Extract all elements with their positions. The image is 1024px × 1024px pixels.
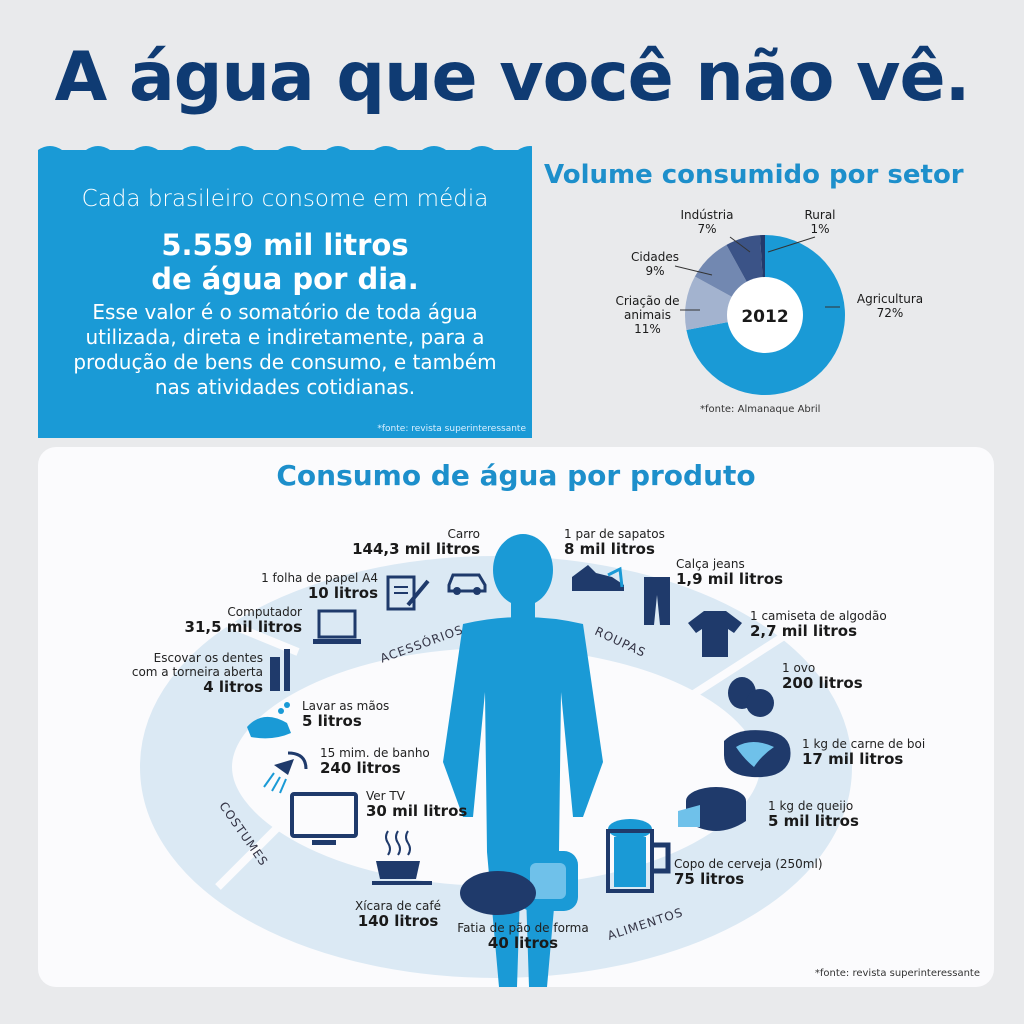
product-sapatos: 1 par de sapatos 8 mil litros [564, 527, 704, 558]
products-title: Consumo de água por produto [276, 459, 756, 492]
product-name: Ver TV [366, 789, 405, 803]
product-value: 1,9 mil litros [676, 570, 784, 588]
product-banho: 15 mim. de banho 240 litros [320, 746, 450, 777]
slice-label-rural: Rural 1% [790, 208, 850, 236]
product-cerveja: Copo de cerveja (250ml) 75 litros [674, 857, 864, 888]
product-tv: Ver TV 30 mil litros [366, 789, 486, 820]
cheese-icon [678, 787, 746, 831]
sector-title: Volume consumido por setor [544, 160, 964, 190]
person-silhouette-icon [443, 534, 603, 987]
slice-name: Rural [804, 208, 836, 222]
laptop-icon [313, 609, 361, 644]
slice-name: Cidades [631, 250, 679, 264]
slice-label-cidades: Cidades 9% [620, 250, 690, 278]
product-camiseta: 1 camiseta de algodão 2,7 mil litros [750, 609, 920, 640]
product-value: 5 mil litros [768, 812, 859, 830]
tshirt-icon [688, 611, 742, 657]
washing-hands-icon [247, 702, 291, 739]
intro-highlight-line2: de água por dia. [151, 262, 419, 296]
product-pao: Fatia de pão de forma 40 litros [448, 921, 598, 952]
product-name: Fatia de pão de forma [457, 921, 589, 935]
product-name: Carro [447, 527, 480, 541]
intro-box: Cada brasileiro consome em média 5.559 m… [38, 146, 532, 438]
donut-hole [727, 277, 803, 353]
product-name: 1 kg de carne de boi [802, 737, 926, 751]
sector-donut-chart: 2012 [685, 235, 845, 395]
slice-name: Agricultura [856, 292, 924, 306]
product-value: 17 mil litros [802, 750, 904, 768]
product-carro: Carro 144,3 mil litros [338, 527, 480, 558]
product-name: Lavar as mãos [302, 699, 390, 713]
wave-decoration [38, 146, 532, 158]
product-value: 8 mil litros [564, 540, 655, 558]
product-name-line1: Escovar os dentes [153, 651, 263, 665]
product-name: 1 camiseta de algodão [750, 609, 887, 623]
product-maos: Lavar as mãos 5 litros [302, 699, 412, 730]
intro-highlight: 5.559 mil litros de água por dia. [38, 228, 532, 296]
steak-icon [724, 730, 791, 778]
bread-icon [460, 851, 578, 915]
products-panel: Consumo de água por produto ACESSÓRIOS R… [38, 447, 994, 987]
toothbrush-icon [270, 649, 290, 691]
product-papel: 1 folha de papel A4 10 litros [228, 571, 378, 602]
product-value: 75 litros [674, 870, 745, 888]
product-name: 15 mim. de banho [320, 746, 430, 760]
product-value: 31,5 mil litros [184, 618, 302, 636]
paper-pencil-icon [386, 575, 430, 611]
product-queijo: 1 kg de queijo 5 mil litros [768, 799, 898, 830]
product-value: 4 litros [203, 678, 263, 696]
slice-value: 11% [634, 322, 661, 336]
intro-lead: Cada brasileiro consome em média [81, 186, 489, 212]
product-name: Copo de cerveja (250ml) [674, 857, 823, 871]
shower-icon [263, 751, 308, 794]
slice-name: Criação de animais [615, 294, 680, 322]
product-value: 10 litros [307, 584, 378, 602]
product-jeans: Calça jeans 1,9 mil litros [676, 557, 806, 588]
slice-name: Indústria [680, 208, 734, 222]
product-name: Computador [227, 605, 302, 619]
intro-source: *fonte: revista superinteressante [377, 424, 526, 434]
product-escovar: Escovar os dentes com a torneira aberta 4 … [118, 651, 263, 696]
slice-label-agricultura: Agricultura 72% [840, 292, 940, 320]
slice-value: 9% [645, 264, 665, 278]
product-value: 40 litros [487, 934, 559, 952]
page-title: A água que você não vê. [54, 38, 971, 117]
slice-label-industria: Indústria 7% [672, 208, 742, 236]
coffee-cup-icon [372, 830, 432, 885]
donut-center-label: 2012 [741, 307, 788, 327]
product-value: 240 litros [320, 759, 401, 777]
slice-value: 7% [697, 222, 717, 236]
jeans-icon [644, 577, 670, 625]
product-value: 2,7 mil litros [750, 622, 858, 640]
slice-value: 72% [876, 306, 904, 320]
product-cafe: Xícara de café 140 litros [338, 899, 458, 930]
products-source: *fonte: revista superinteressante [814, 968, 980, 979]
product-value: 5 litros [302, 712, 362, 730]
shoe-icon [572, 565, 624, 591]
beer-mug-icon [606, 819, 671, 893]
product-name: 1 kg de queijo [768, 799, 854, 813]
egg-icon [728, 677, 774, 717]
product-computador: Computador 31,5 mil litros [168, 605, 302, 636]
slice-value: 1% [810, 222, 830, 236]
intro-body: Esse valor é o somatório de toda água ut… [73, 300, 497, 399]
product-value: 200 litros [782, 674, 863, 692]
sector-source: *fonte: Almanaque Abril [700, 404, 821, 415]
product-value: 30 mil litros [366, 802, 468, 820]
car-icon [447, 573, 487, 595]
slice-label-criacao: Criação de animais 11% [600, 294, 695, 336]
product-name: Xícara de café [355, 899, 441, 913]
product-name-line2: com a torneira aberta [131, 665, 263, 679]
product-value: 140 litros [357, 912, 439, 930]
tv-icon [290, 792, 358, 845]
product-name: 1 par de sapatos [564, 527, 665, 541]
product-name: 1 ovo [782, 661, 816, 675]
product-value: 144,3 mil litros [352, 540, 480, 558]
intro-highlight-line1: 5.559 mil litros [161, 228, 409, 262]
product-ovo: 1 ovo 200 litros [782, 661, 882, 692]
product-name: 1 folha de papel A4 [261, 571, 378, 585]
product-carne: 1 kg de carne de boi 17 mil litros [802, 737, 962, 768]
product-name: Calça jeans [676, 557, 745, 571]
donut-leader-lines [674, 236, 840, 311]
